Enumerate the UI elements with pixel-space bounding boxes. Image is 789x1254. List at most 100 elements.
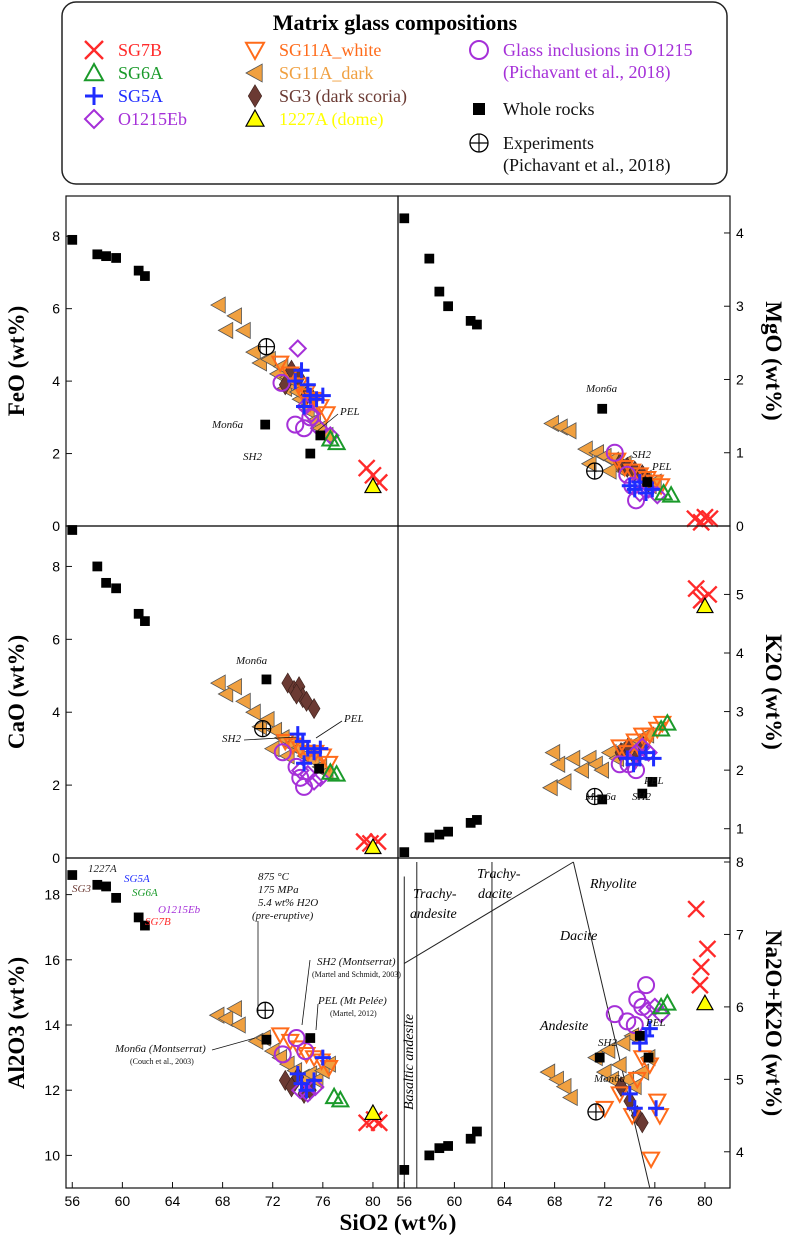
x-tick-label: 68	[215, 1193, 231, 1209]
point-wr	[140, 920, 150, 931]
point-wr	[399, 847, 410, 858]
annotation: SH2	[598, 1037, 617, 1049]
point-sg11a_dark	[217, 685, 234, 703]
annotation: Mon6a	[584, 791, 617, 803]
point-wr	[647, 776, 658, 787]
annotation: Mon6a (Montserrat)	[114, 1043, 206, 1055]
annotation: 5.4 wt% H2O	[258, 897, 318, 909]
point-sg11a_dark	[542, 779, 558, 797]
point-sg11a_dark	[600, 462, 617, 480]
y-tick-label: 14	[44, 1017, 60, 1033]
markers-tas	[399, 900, 717, 1175]
x-tick-label: 60	[447, 1193, 463, 1209]
y-tick-label: 16	[44, 952, 60, 968]
point-gi	[273, 743, 292, 762]
point-sg6a	[330, 1089, 351, 1108]
point-wr	[111, 583, 121, 594]
point-sg7b	[698, 940, 717, 958]
annotation: 875 °C	[258, 871, 290, 883]
point-sg11a_dark	[549, 755, 566, 773]
annotation: Mon6a	[211, 419, 244, 431]
leader-line	[211, 1037, 256, 1051]
y-tick-label: 2	[736, 762, 744, 778]
point-wr	[101, 881, 111, 892]
point-sg11a_dark	[555, 1077, 572, 1096]
point-wr	[305, 448, 316, 459]
point-1227a	[363, 837, 382, 855]
markers-cao	[67, 525, 387, 855]
point-sg5a	[299, 376, 316, 393]
point-sg5a	[298, 1082, 315, 1099]
panel-cao: 0 2 4 6 8 Mon6a SH2 PEL CaO (wt%)	[4, 525, 399, 866]
y-tick-label: 7	[736, 926, 744, 942]
annotation: PEL	[343, 713, 364, 725]
annotation: (Couch et al., 2003)	[130, 1057, 194, 1066]
point-sg7b	[687, 579, 706, 598]
point-sg11a_dark	[593, 761, 610, 779]
point-sg5a	[648, 1100, 665, 1117]
point-sg11a_white	[316, 406, 337, 424]
point-wr	[643, 1052, 654, 1063]
leader-line	[315, 1003, 319, 1031]
point-sg5a	[621, 1085, 638, 1102]
annotations: Mon6a SH2 PEL	[584, 775, 664, 803]
point-sg11a_white	[319, 755, 339, 774]
point-gi	[618, 465, 637, 484]
annotation: SH2	[243, 451, 262, 463]
legend-label-sg6a: SG6A	[118, 63, 163, 83]
y-tick-label: 1	[736, 445, 744, 461]
annotation: O1215Eb	[158, 904, 201, 916]
markers-al2o3	[67, 870, 389, 1132]
point-sg11a_dark	[564, 749, 581, 768]
point-wr	[465, 1133, 476, 1144]
legend-marker-sg11a_dark	[245, 63, 263, 83]
leader-line	[315, 720, 343, 739]
y-axis-label: FeO (wt%)	[4, 306, 29, 417]
panel-frame	[397, 195, 731, 527]
point-sg11a_dark	[210, 296, 226, 314]
point-sg3	[307, 697, 321, 720]
y-tick-label: 6	[52, 301, 60, 317]
point-1227a	[695, 596, 714, 614]
legend-label-wr: Whole rocks	[503, 99, 594, 119]
markers-k2o	[399, 579, 718, 858]
annotation: (Martel and Schmidt, 2003)	[312, 970, 401, 979]
point-sg11a_dark	[226, 1000, 242, 1018]
point-wr	[92, 879, 103, 890]
point-sg11a_white	[622, 463, 642, 482]
tas-field-label: Dacite	[559, 929, 597, 944]
annotations: SH2 PEL Mon6a	[593, 1017, 666, 1085]
point-wr	[472, 319, 482, 330]
legend-label-1227a: 1227A (dome)	[279, 109, 383, 130]
y-tick-label: 6	[736, 999, 744, 1015]
legend-marker-sg6a	[83, 61, 105, 82]
legend-label-exp: Experiments	[503, 133, 594, 153]
point-sg11a_white	[270, 355, 290, 374]
point-sg5a	[314, 1049, 331, 1066]
point-sg11a_white	[595, 1100, 615, 1119]
legend-marker-o1215eb	[83, 108, 105, 130]
y-tick-label: 5	[736, 586, 744, 602]
point-o1215eb	[304, 772, 324, 791]
point-o1215eb	[305, 1077, 325, 1097]
point-o1215eb	[637, 1001, 657, 1020]
point-sg5a	[287, 373, 304, 390]
tas-field-lines: Trachy-andesite Trachy-dacite Rhyolite Daci…	[402, 861, 651, 1189]
panel-frame	[397, 857, 731, 1189]
point-sg11a_dark	[577, 440, 593, 458]
y-tick-label: 0	[52, 518, 60, 534]
legend-marker-sg11a_white	[244, 41, 266, 62]
legend-label-exp-ref: (Pichavant et al., 2018)	[503, 155, 670, 176]
tas-boundary	[404, 861, 574, 964]
tas-field-label: dacite	[478, 887, 512, 902]
y-tick-label: 5	[736, 1071, 744, 1087]
legend-title: Matrix glass compositions	[273, 10, 518, 35]
point-sg11a_dark	[562, 1088, 578, 1107]
annotation: SH2	[632, 449, 651, 461]
